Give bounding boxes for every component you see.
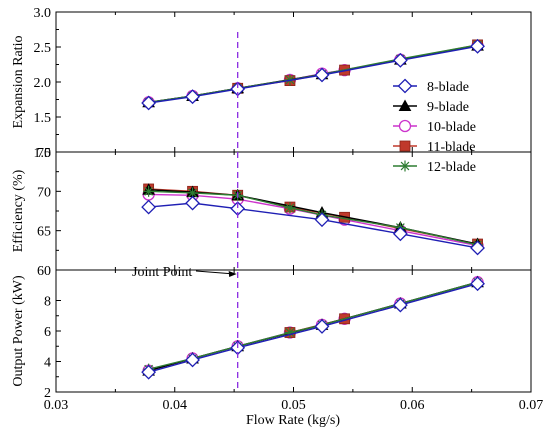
legend-marker-8-blade xyxy=(397,78,413,94)
data-point-8-blade xyxy=(141,364,157,380)
y-tick-label: 4 xyxy=(44,356,51,371)
data-point-8-blade xyxy=(185,195,200,211)
legend-item-9-blade: 9-blade xyxy=(393,99,469,115)
data-point-8-blade xyxy=(470,38,485,54)
data-point-12-blade xyxy=(143,185,155,197)
y-tick-label: 70 xyxy=(37,185,51,200)
y-axis-title: Output Power (kW) xyxy=(11,275,26,387)
x-tick-label: 0.03 xyxy=(44,398,69,413)
data-point-8-blade xyxy=(141,199,157,215)
data-point-8-blade xyxy=(185,352,200,368)
legend-item-10-blade: 10-blade xyxy=(393,119,476,135)
data-point-8-blade xyxy=(470,240,485,256)
y-tick-label: 6 xyxy=(44,325,51,340)
legend-marker-12-blade xyxy=(399,160,411,172)
data-point-12-blade xyxy=(284,327,296,339)
arrow-head xyxy=(228,271,237,277)
data-point-8-blade xyxy=(314,319,330,334)
data-point-8-blade xyxy=(392,52,408,68)
joint-point-annotation: Joint Point xyxy=(132,265,237,280)
series-8-blade xyxy=(141,276,485,380)
data-point-8-blade xyxy=(392,297,408,313)
legend-item-12-blade: 12-blade xyxy=(393,160,476,175)
legend-label: 8-blade xyxy=(427,80,469,95)
series-8-blade xyxy=(141,38,485,111)
y-tick-label: 1.0 xyxy=(34,146,52,161)
panel-3: 2 4 6 8 Output Power (kW) xyxy=(11,269,532,401)
y-tick-label: 60 xyxy=(37,264,51,279)
legend-marker-11-blade xyxy=(399,140,411,152)
y-axis-title: Expansion Ratio xyxy=(11,36,26,129)
data-point-8-blade xyxy=(141,95,157,111)
legend-label: 12-blade xyxy=(427,160,476,175)
y-tick-label: 2.0 xyxy=(34,76,52,91)
x-tick-label: 0.05 xyxy=(281,398,306,413)
y-tick-label: 75 xyxy=(37,146,51,161)
series-line-8-blade xyxy=(148,45,478,104)
y-tick-label: 3.0 xyxy=(34,6,52,21)
legend-label: 10-blade xyxy=(427,120,476,135)
data-point-8-blade xyxy=(470,276,485,292)
x-tick-label: 0.07 xyxy=(519,398,544,413)
panel-1: 1.0 1.5 2.0 2.5 3.0 Expansion Ratio xyxy=(11,6,532,161)
chart-panels: 1.0 1.5 2.0 2.5 3.0 Expansion Ratio 60 65 70 75 Ef… xyxy=(11,6,532,401)
legend-item-8-blade: 8-blade xyxy=(393,78,469,95)
legend: 8-blade 9-blade 10-blade 11-blade 12-blade xyxy=(393,78,476,175)
data-point-12-blade xyxy=(284,202,296,214)
y-tick-label: 8 xyxy=(44,295,51,310)
x-tick-label: 0.04 xyxy=(163,398,188,413)
y-tick-label: 2 xyxy=(44,386,51,401)
legend-label: 9-blade xyxy=(427,100,469,115)
annotation-text: Joint Point xyxy=(132,265,192,280)
legend-item-11-blade: 11-blade xyxy=(393,140,475,155)
y-tick-label: 65 xyxy=(37,225,51,240)
data-point-8-blade xyxy=(314,67,330,83)
y-tick-label: 1.5 xyxy=(34,111,52,126)
x-axis: 0.03 0.04 0.05 0.06 0.07 xyxy=(44,12,544,413)
y-axis-title: Efficiency (%) xyxy=(11,169,26,252)
x-axis-title: Flow Rate (kg/s) xyxy=(246,413,340,428)
series-line-8-blade xyxy=(148,202,478,249)
data-point-8-blade xyxy=(185,89,200,105)
data-point-8-blade xyxy=(314,212,330,228)
y-tick-label: 2.5 xyxy=(34,41,52,56)
legend-marker-10-blade xyxy=(398,119,412,133)
legend-label: 11-blade xyxy=(427,140,475,155)
series-8-blade xyxy=(141,195,485,256)
legend-marker-9-blade xyxy=(398,99,412,111)
data-point-8-blade xyxy=(392,226,408,242)
x-tick-label: 0.06 xyxy=(400,398,425,413)
annotation-arrow xyxy=(195,270,235,275)
series-line-8-blade xyxy=(148,283,478,373)
